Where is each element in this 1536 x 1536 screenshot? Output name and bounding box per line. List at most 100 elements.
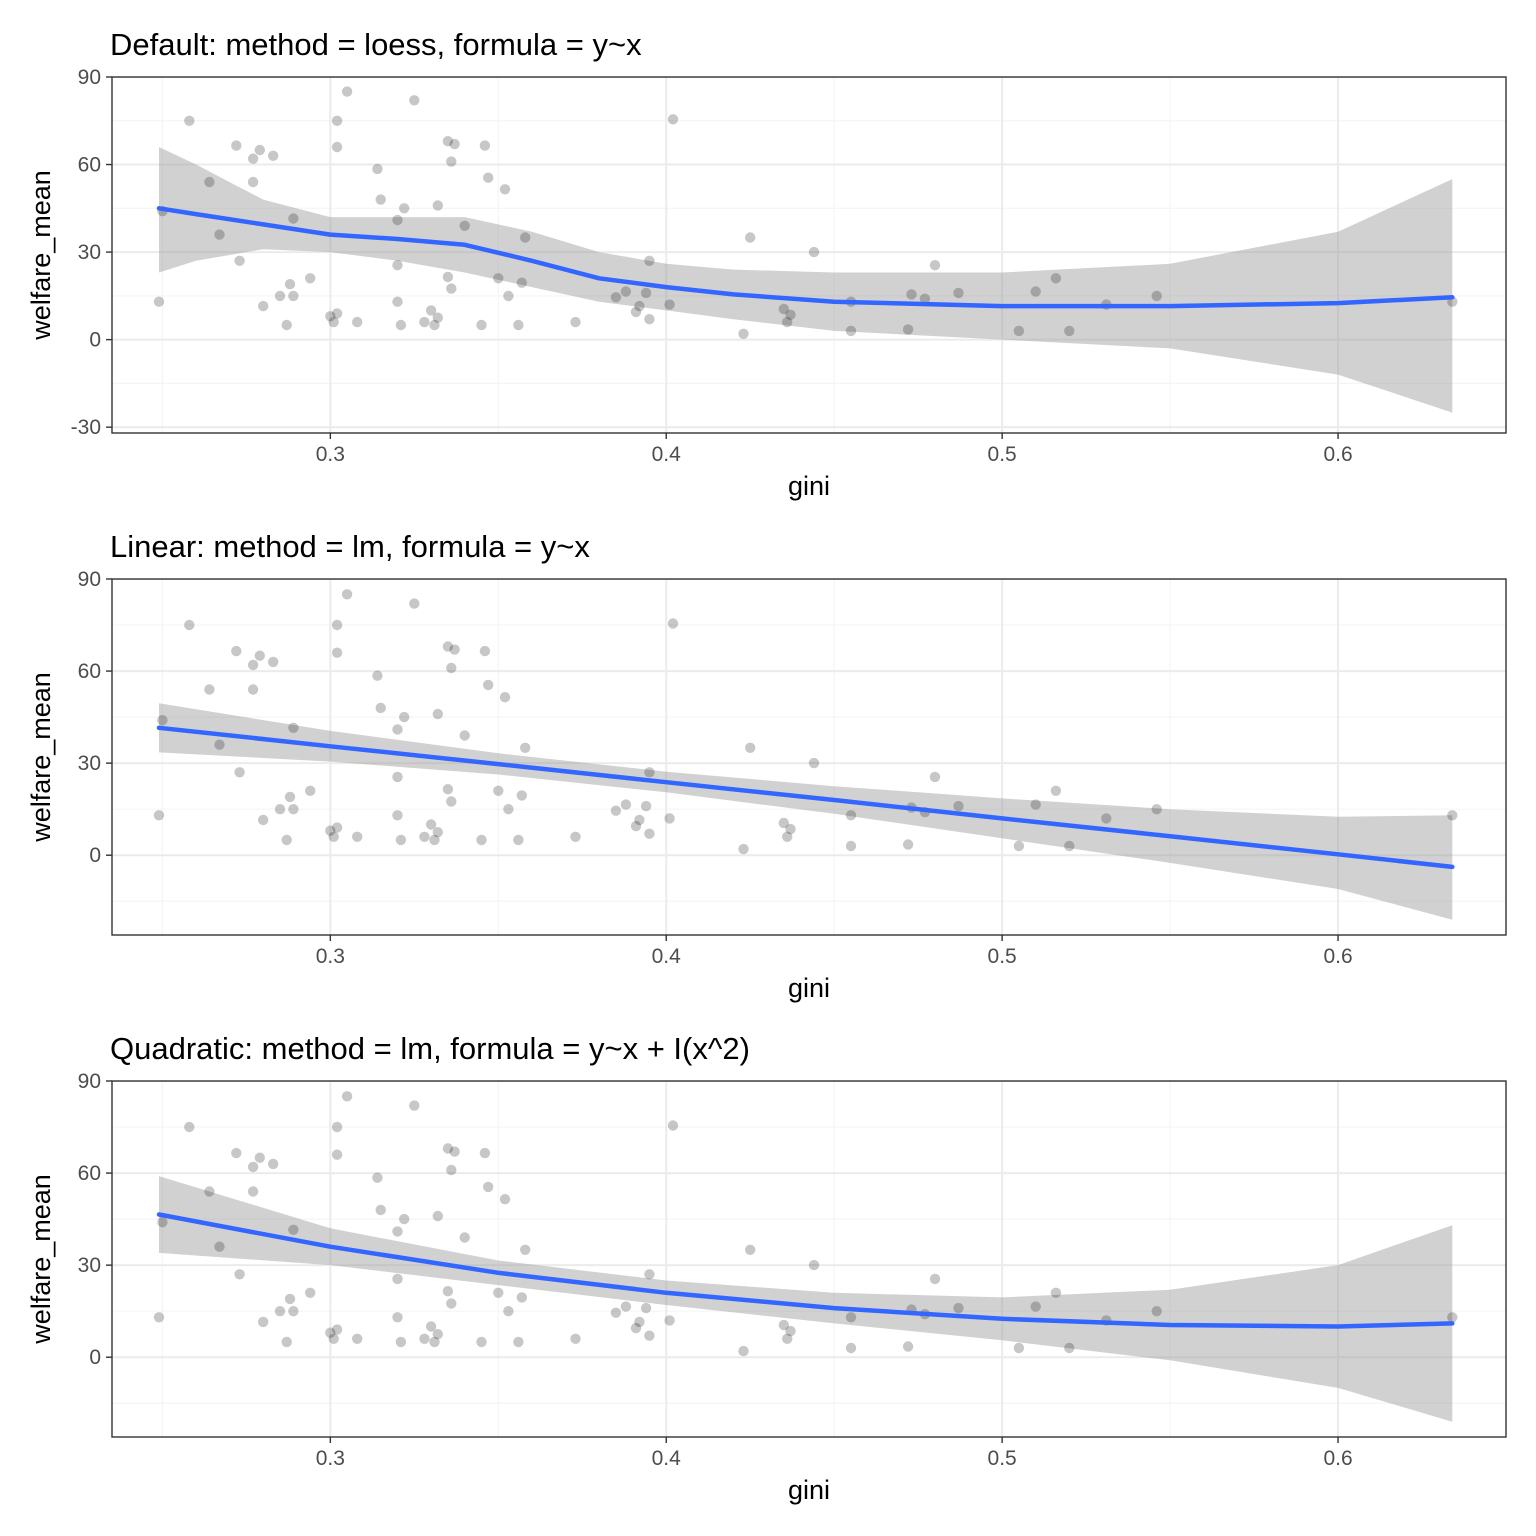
data-point (929, 1273, 941, 1285)
data-point (392, 724, 403, 735)
data-point (808, 1259, 820, 1271)
data-point (442, 1143, 454, 1154)
data-point (288, 290, 299, 302)
data-point (392, 1273, 403, 1285)
data-point (516, 790, 527, 801)
data-point (640, 1302, 652, 1314)
data-point (634, 1316, 645, 1328)
data-point (845, 840, 857, 852)
data-point (1064, 325, 1075, 337)
data-point (644, 1330, 655, 1341)
data-point (429, 1336, 440, 1348)
data-point (1013, 840, 1025, 852)
data-point (785, 309, 796, 320)
y-axis-label: welfare_mean (26, 672, 56, 843)
data-point (479, 140, 491, 151)
data-point (419, 1333, 430, 1345)
data-point (325, 311, 336, 322)
x-tick-label: 0.4 (652, 1447, 682, 1470)
data-point (493, 273, 504, 284)
data-point (630, 820, 642, 832)
data-point (640, 287, 652, 299)
data-point (446, 283, 457, 294)
data-point (499, 184, 511, 195)
data-point (785, 823, 796, 835)
x-tick-label: 0.3 (316, 945, 345, 968)
data-point (570, 1333, 581, 1345)
data-point (375, 1204, 386, 1216)
data-point (449, 644, 460, 655)
x-tick-label: 0.3 (316, 443, 345, 466)
confidence-band (159, 703, 1453, 920)
data-point (341, 1091, 353, 1102)
data-point (425, 1321, 437, 1332)
data-point (513, 1336, 524, 1348)
y-tick-label: 0 (89, 844, 101, 867)
data-point (331, 308, 343, 319)
plot-area (153, 1091, 1458, 1422)
data-point (1151, 804, 1162, 815)
data-point (352, 316, 363, 328)
data-point (305, 785, 316, 796)
data-point (520, 1244, 531, 1256)
data-point (392, 214, 403, 226)
data-point (284, 1293, 296, 1305)
data-point (214, 229, 225, 240)
panel-border (111, 76, 1507, 434)
data-point (409, 598, 420, 609)
data-point (449, 138, 460, 150)
x-tick-label: 0.6 (1323, 1447, 1352, 1470)
data-point (503, 804, 514, 815)
data-point (409, 1100, 420, 1111)
data-point (395, 319, 407, 331)
data-point (446, 156, 457, 167)
panel-title: Linear: method = lm, formula = y~x (110, 529, 590, 564)
data-point (1050, 785, 1062, 796)
data-point (620, 1301, 632, 1312)
plot-area (153, 86, 1458, 413)
panel-background (112, 579, 1506, 935)
data-point (268, 1158, 279, 1170)
y-tick-label: 0 (89, 1346, 101, 1369)
data-point (493, 1287, 504, 1299)
data-point (341, 86, 353, 97)
data-point (745, 232, 756, 243)
data-point (328, 831, 339, 842)
data-point (782, 316, 793, 328)
data-point (429, 834, 440, 846)
data-point (902, 1341, 914, 1352)
data-point (459, 220, 470, 231)
y-tick-label: 90 (78, 568, 101, 591)
data-point (288, 804, 299, 815)
y-tick-label: 0 (89, 329, 101, 352)
data-point (429, 319, 440, 331)
data-point (1013, 1342, 1025, 1354)
data-point (610, 292, 622, 303)
data-point (372, 670, 383, 681)
x-tick-label: 0.3 (316, 1447, 345, 1470)
fit-line (156, 725, 1455, 870)
data-point (392, 260, 403, 271)
data-point (234, 767, 245, 778)
data-point (432, 1329, 443, 1340)
data-point (231, 1147, 242, 1159)
data-point (919, 293, 931, 304)
data-point (902, 324, 914, 335)
data-point (778, 817, 789, 829)
data-point (667, 114, 679, 125)
data-point (375, 702, 386, 714)
data-point (499, 1194, 511, 1205)
data-point (1013, 325, 1025, 337)
data-point (442, 136, 454, 147)
data-point (153, 296, 165, 307)
data-point (479, 645, 491, 657)
grid (112, 579, 1506, 935)
data-point (392, 1226, 403, 1237)
data-point (479, 1147, 491, 1159)
data-point (399, 203, 410, 214)
data-point (778, 1319, 789, 1331)
data-point (1151, 290, 1162, 302)
y-tick-label: 30 (78, 752, 101, 775)
data-point (1050, 1287, 1062, 1299)
